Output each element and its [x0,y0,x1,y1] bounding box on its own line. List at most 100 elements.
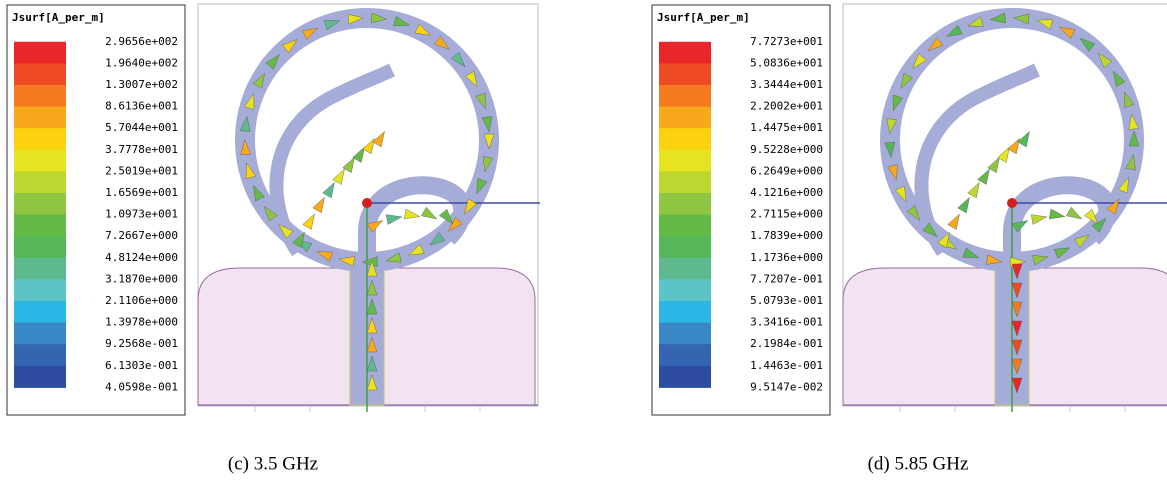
current-arrow [1058,26,1076,39]
legend-label: 1.4475e+001 [750,121,823,134]
current-arrow [947,213,960,230]
current-arrow [1073,234,1090,248]
current-arrow [937,231,950,249]
legend-label: 1.1736e+000 [750,251,823,264]
current-arrow [1065,206,1083,220]
legend-label: 6.2649e+000 [750,164,823,177]
legend-label: 2.2002e+001 [750,100,823,113]
current-arrow [957,196,970,214]
current-arrow [240,138,251,156]
legend-label: 1.7839e+000 [750,229,823,242]
current-arrow [239,115,251,132]
current-arrow [253,184,265,202]
current-arrow [464,70,478,88]
current-arrow [370,12,388,24]
legend-label: 3.1870e+000 [105,272,178,285]
current-arrow [1032,255,1049,266]
current-arrow [372,130,385,148]
legend: Jsurf[A_per_m]7.7273e+001 5.0836e+001 3.34… [651,4,831,416]
current-arrow [385,252,402,263]
legend-label: 1.9640e+002 [105,56,178,69]
color-swatch [659,41,711,64]
color-swatch [659,106,711,129]
current-arrow [1007,137,1020,155]
current-arrow [316,251,333,262]
current-arrow [997,146,1010,163]
current-arrow [407,244,425,256]
legend: Jsurf[A_per_m]2.9656e+002 1.9640e+002 1.30… [6,4,186,416]
legend-label: 2.9656e+002 [105,35,178,48]
current-arrow [451,51,466,68]
color-swatch [14,365,66,388]
color-swatch [659,171,711,194]
legend-label: 7.7273e+001 [750,35,823,48]
current-arrow [278,224,294,239]
current-arrow [1097,52,1113,69]
current-arrow [1106,198,1120,215]
legend-label: 1.0973e+001 [105,208,178,221]
feed-arm [358,176,472,262]
color-swatch [659,63,711,86]
color-swatch [14,214,66,237]
legend-label: 7.2667e+000 [105,229,178,242]
current-arrow [352,146,365,163]
current-arrow [892,94,903,112]
current-arrow [985,254,1003,265]
panel: Jsurf[A_per_m]7.7273e+001 5.0836e+001 3.34… [651,3,1167,474]
legend-title: Jsurf[A_per_m] [657,11,750,24]
current-arrow [1117,176,1129,194]
current-arrow [475,92,486,110]
current-arrow [252,72,266,89]
legend-label: 1.4463e-001 [750,359,823,372]
color-swatch [14,63,66,86]
legend-label: 9.5228e+000 [750,143,823,156]
legend-label: 4.8124e+000 [105,251,178,264]
color-swatch [659,279,711,302]
current-arrow [884,141,896,159]
color-swatch [14,149,66,172]
current-arrow [481,116,493,133]
legend-label: 4.1216e+000 [750,186,823,199]
color-swatch [659,236,711,259]
color-swatch [659,344,711,367]
current-arrow [987,156,1000,174]
current-arrow [338,256,355,267]
current-arrow [1011,301,1023,318]
current-arrow [1011,320,1023,337]
current-arrow [887,164,898,181]
current-arrow [322,181,335,199]
current-arrow [366,260,378,277]
current-arrow [448,216,463,232]
current-arrow [900,72,913,90]
color-swatch [659,322,711,345]
current-arrow [1125,153,1136,171]
current-arrow [1011,220,1029,233]
color-swatch [14,85,66,108]
current-arrow [962,247,980,258]
current-arrow [483,133,495,150]
current-arrow [302,213,315,230]
current-arrow [967,16,984,27]
current-arrow [1013,13,1030,25]
current-arrow [946,24,963,37]
current-arrow [323,20,341,31]
color-swatch [14,41,66,64]
current-arrow [414,23,431,36]
current-arrow [922,222,938,238]
current-arrow [1091,217,1107,233]
current-arrow [464,198,478,215]
legend-title: Jsurf[A_per_m] [12,11,105,24]
field-plot [684,3,1167,412]
color-swatch [14,171,66,194]
legend-label: 5.0836e+001 [750,56,823,69]
color-swatch [659,257,711,280]
current-arrow [366,317,378,334]
legend-label: 9.5147e-002 [750,380,823,393]
current-arrow [906,205,921,222]
current-arrow [1011,263,1023,280]
legend-label: 2.1106e+000 [105,294,178,307]
legend-label: 1.3978e+000 [105,316,178,329]
current-arrow [263,205,278,222]
current-arrow [292,231,305,249]
